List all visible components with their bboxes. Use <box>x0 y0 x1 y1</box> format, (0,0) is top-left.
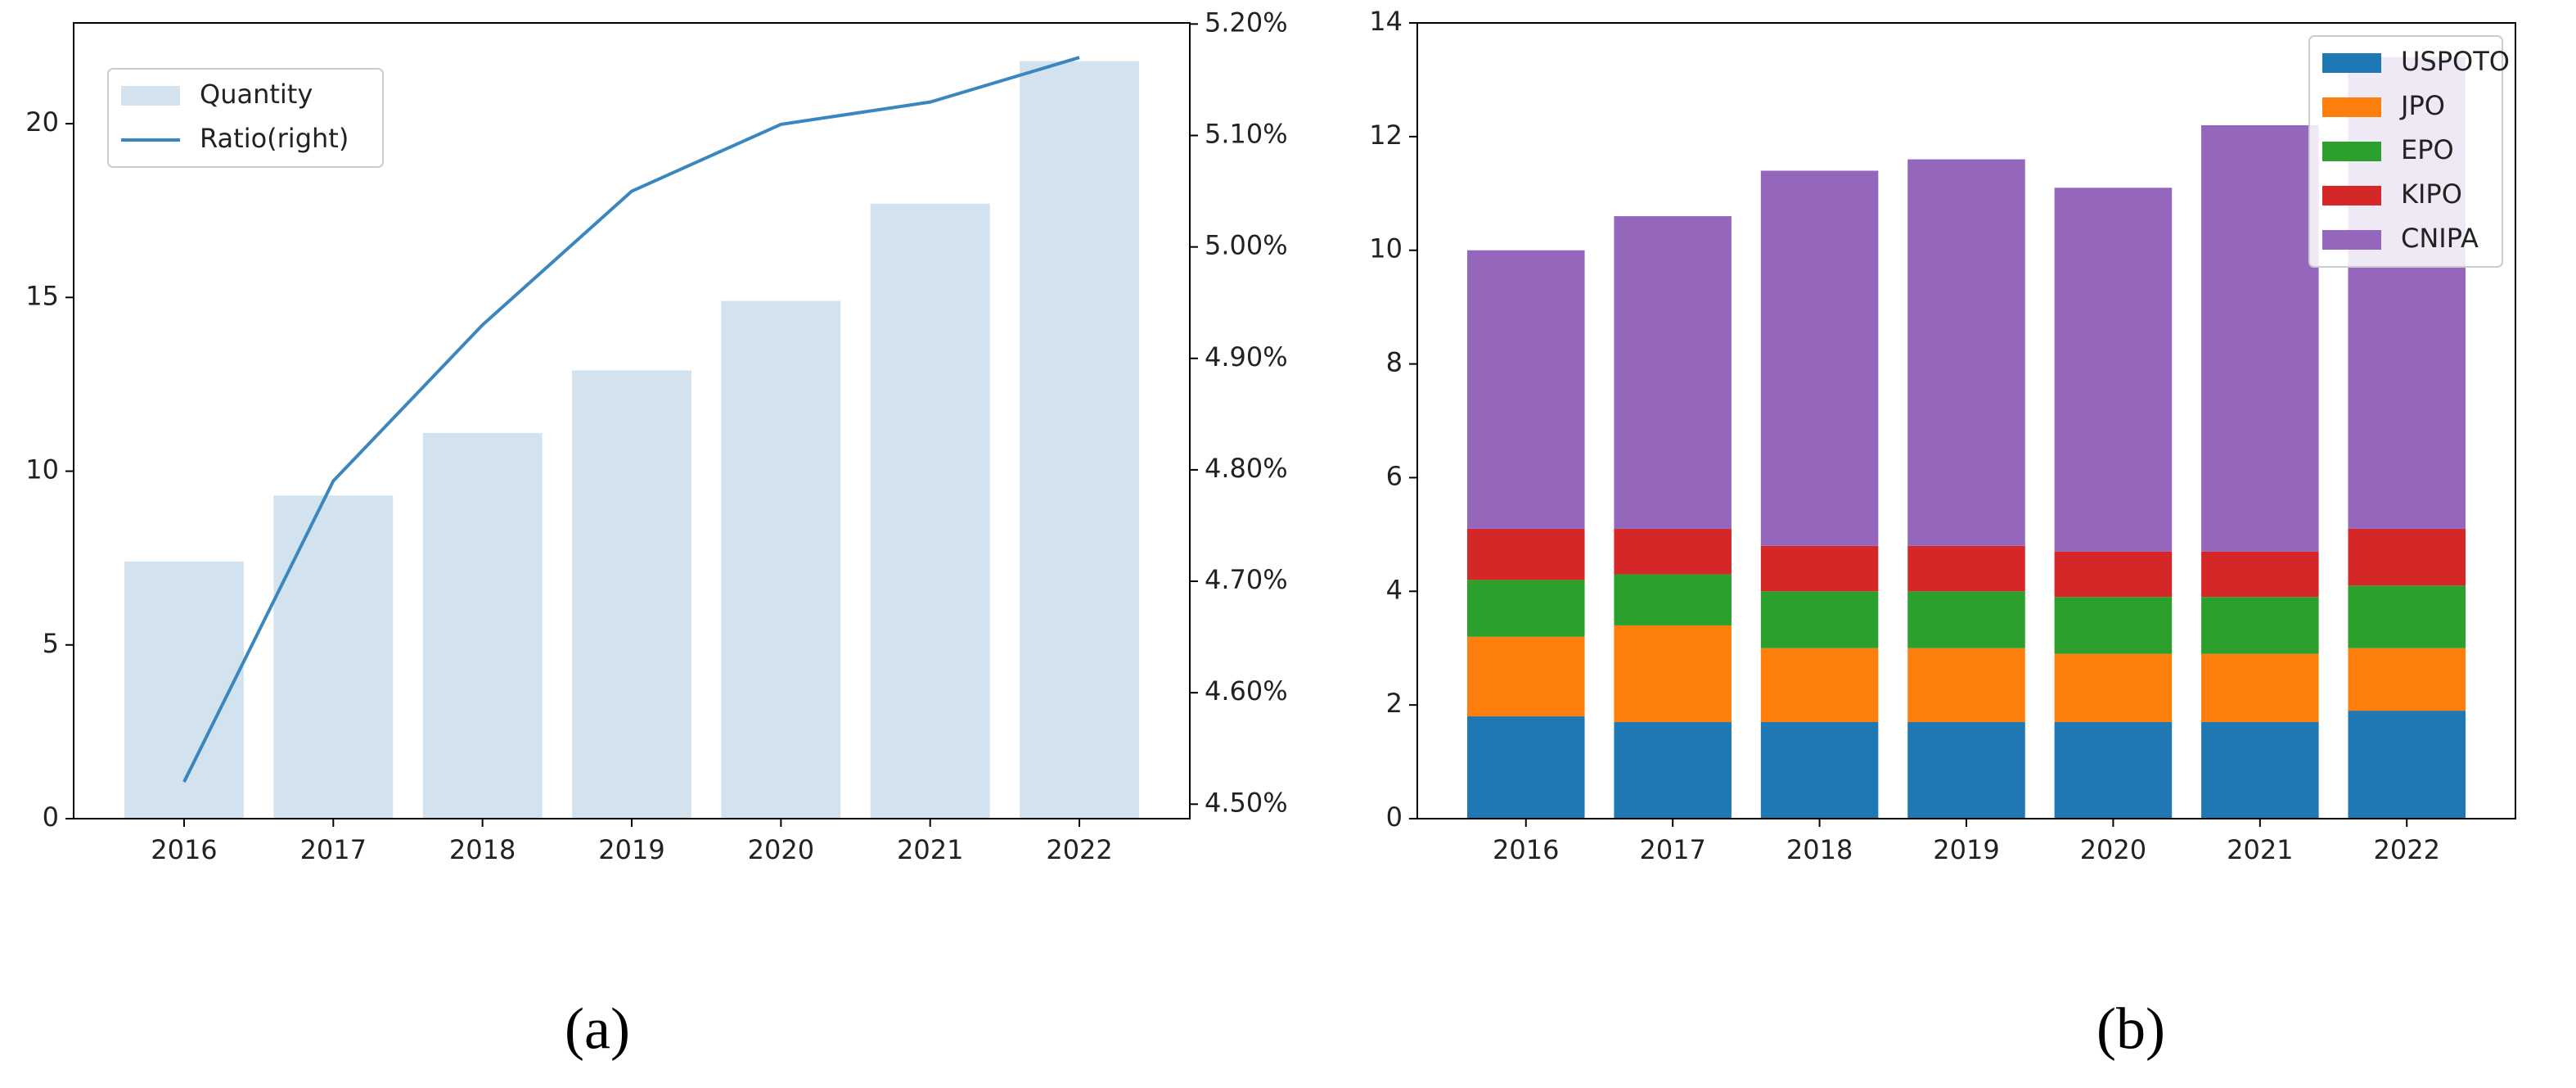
caption: (b) <box>2096 996 2165 1062</box>
bar <box>1760 545 1879 592</box>
bar <box>1907 721 2025 819</box>
bar <box>1760 591 1879 648</box>
bar <box>1907 545 2025 592</box>
x-tick-label: 2019 <box>1933 834 1999 865</box>
line <box>182 56 1080 783</box>
x-tick-label: 2020 <box>748 834 814 865</box>
bar <box>1467 528 1585 580</box>
bar <box>2348 528 2466 586</box>
x-tick-label: 2016 <box>1493 834 1559 865</box>
y-tick-label: 15 <box>25 280 59 311</box>
bar <box>721 300 841 819</box>
bar <box>124 561 244 819</box>
x-tick-label: 2022 <box>1046 834 1112 865</box>
legend-swatch <box>2322 142 2381 161</box>
y-tick-label: 12 <box>1369 120 1403 151</box>
legend-label: USPOTO <box>2401 46 2510 77</box>
x-tick-label: 2019 <box>598 834 664 865</box>
bar <box>1614 721 1732 819</box>
y2-tick-label: 5.10% <box>1205 118 1288 149</box>
bar <box>1760 170 1879 546</box>
legend-label: CNIPA <box>2401 223 2479 254</box>
bar <box>273 495 394 819</box>
bar <box>572 370 691 819</box>
y-tick-label: 0 <box>1386 801 1403 833</box>
bar <box>2201 721 2319 819</box>
legend-box <box>2308 35 2503 268</box>
legend-swatch <box>2322 186 2381 205</box>
legend-swatch <box>2322 53 2381 73</box>
bar <box>2348 648 2466 711</box>
legend-swatch <box>121 86 180 106</box>
bar <box>1467 580 1585 637</box>
x-tick-label: 2021 <box>2227 834 2293 865</box>
bar <box>2054 721 2173 819</box>
y-tick-label: 5 <box>43 628 59 659</box>
bar <box>1907 591 2025 648</box>
x-tick-label: 2017 <box>1639 834 1705 865</box>
bar <box>2201 597 2319 654</box>
y2-tick-label: 4.90% <box>1205 341 1288 372</box>
bar <box>870 203 990 819</box>
y2-tick-label: 4.50% <box>1205 787 1288 818</box>
bar <box>1907 648 2025 722</box>
bar <box>1614 216 1732 529</box>
legend-swatch <box>2322 97 2381 117</box>
bar <box>2348 585 2466 648</box>
y2-tick-label: 4.60% <box>1205 675 1288 707</box>
bar <box>1467 250 1585 529</box>
bar <box>2348 711 2466 819</box>
bar <box>1614 528 1732 575</box>
legend-label: JPO <box>2399 90 2445 121</box>
x-tick-label: 2018 <box>449 834 516 865</box>
x-tick-label: 2022 <box>2374 834 2440 865</box>
legend-label: KIPO <box>2401 178 2462 210</box>
bar <box>2054 653 2173 722</box>
legend-label: Quantity <box>200 79 313 110</box>
legend-swatch <box>2322 230 2381 250</box>
y2-tick-label: 5.20% <box>1205 7 1288 38</box>
x-tick-label: 2016 <box>151 834 217 865</box>
x-tick-label: 2021 <box>897 834 963 865</box>
x-tick-label: 2020 <box>2080 834 2146 865</box>
x-tick-label: 2018 <box>1786 834 1853 865</box>
bar <box>2054 551 2173 598</box>
y-tick-label: 6 <box>1386 460 1403 491</box>
y2-tick-label: 4.80% <box>1205 453 1288 484</box>
bar <box>1760 648 1879 722</box>
bar <box>2201 124 2319 552</box>
bar <box>1467 636 1585 717</box>
y-tick-label: 8 <box>1386 347 1403 378</box>
y-tick-label: 10 <box>25 454 59 485</box>
y-tick-label: 2 <box>1386 688 1403 719</box>
caption: (a) <box>565 996 630 1062</box>
bar <box>1467 716 1585 819</box>
legend-label: Ratio(right) <box>200 123 349 154</box>
bar <box>1614 625 1732 722</box>
bar <box>1907 159 2025 546</box>
bar <box>2201 551 2319 598</box>
y-tick-label: 0 <box>43 801 59 833</box>
bar <box>2201 653 2319 722</box>
y2-tick-label: 5.00% <box>1205 230 1288 261</box>
bar <box>422 432 543 819</box>
y-tick-label: 20 <box>25 106 59 138</box>
bar <box>2054 597 2173 654</box>
bar <box>2054 187 2173 552</box>
y-tick-label: 4 <box>1386 574 1403 605</box>
y2-tick-label: 4.70% <box>1205 564 1288 595</box>
x-tick-label: 2017 <box>300 834 367 865</box>
legend-label: EPO <box>2401 134 2454 165</box>
y-tick-label: 10 <box>1369 233 1403 264</box>
bar <box>1614 574 1732 625</box>
bar <box>1760 721 1879 819</box>
bar <box>1020 61 1139 819</box>
y-tick-label: 14 <box>1369 6 1403 37</box>
